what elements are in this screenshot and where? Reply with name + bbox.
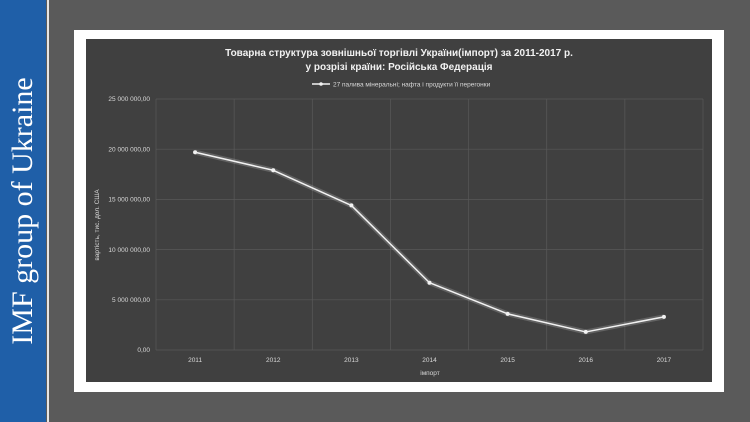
series-line-glow bbox=[194, 149, 665, 335]
x-tick-label: 2012 bbox=[266, 357, 281, 364]
y-tick-label: 10 000 000,00 bbox=[108, 247, 150, 254]
x-tick-label: 2017 bbox=[657, 357, 672, 364]
y-tick-label: 25 000 000,00 bbox=[108, 96, 150, 103]
y-axis-label: вартість, тис. дол. США bbox=[93, 189, 101, 261]
x-tick-label: 2015 bbox=[500, 357, 515, 364]
x-tick-label: 2016 bbox=[579, 357, 594, 364]
chart-title-line1: Товарна структура зовнішньої торгівлі Ук… bbox=[225, 48, 573, 59]
x-axis-ticks: 2011 2012 2013 2014 2015 2016 2017 bbox=[188, 357, 671, 364]
x-axis-label: імпорт bbox=[420, 369, 440, 377]
x-tick-label: 2013 bbox=[344, 357, 359, 364]
data-point bbox=[427, 280, 432, 285]
brand-title: IMF group of Ukraine bbox=[6, 77, 39, 345]
legend: 27 палива мінеральні; нафта і продукти ї… bbox=[312, 81, 491, 89]
sidebar-band: IMF group of Ukraine bbox=[0, 0, 46, 422]
chart-title-line2: у розрізі країни: Російська Федерація bbox=[306, 62, 493, 73]
y-axis-ticks: 0,00 5 000 000,00 10 000 000,00 15 000 000,… bbox=[108, 96, 150, 354]
grid-layer bbox=[155, 98, 704, 351]
data-point bbox=[505, 311, 510, 316]
legend-label: 27 палива мінеральні; нафта і продукти ї… bbox=[333, 81, 491, 89]
chart-area: Товарна структура зовнішньої торгівлі Ук… bbox=[86, 39, 712, 382]
x-tick-label: 2011 bbox=[188, 357, 202, 364]
x-tick-label: 2014 bbox=[422, 357, 437, 364]
line-chart: Товарна структура зовнішньої торгівлі Ук… bbox=[93, 48, 704, 377]
legend-point-marker bbox=[319, 82, 323, 86]
y-tick-label: 15 000 000,00 bbox=[108, 197, 150, 204]
y-tick-label: 0,00 bbox=[137, 347, 150, 354]
data-point bbox=[661, 314, 666, 319]
series-line bbox=[194, 151, 665, 333]
y-tick-label: 20 000 000,00 bbox=[108, 146, 150, 153]
y-tick-label: 5 000 000,00 bbox=[112, 297, 150, 304]
data-point bbox=[583, 329, 588, 334]
data-point bbox=[193, 150, 198, 155]
data-point bbox=[349, 203, 354, 208]
series-layer bbox=[193, 149, 666, 335]
data-point bbox=[271, 168, 276, 173]
sidebar-divider bbox=[47, 0, 49, 422]
